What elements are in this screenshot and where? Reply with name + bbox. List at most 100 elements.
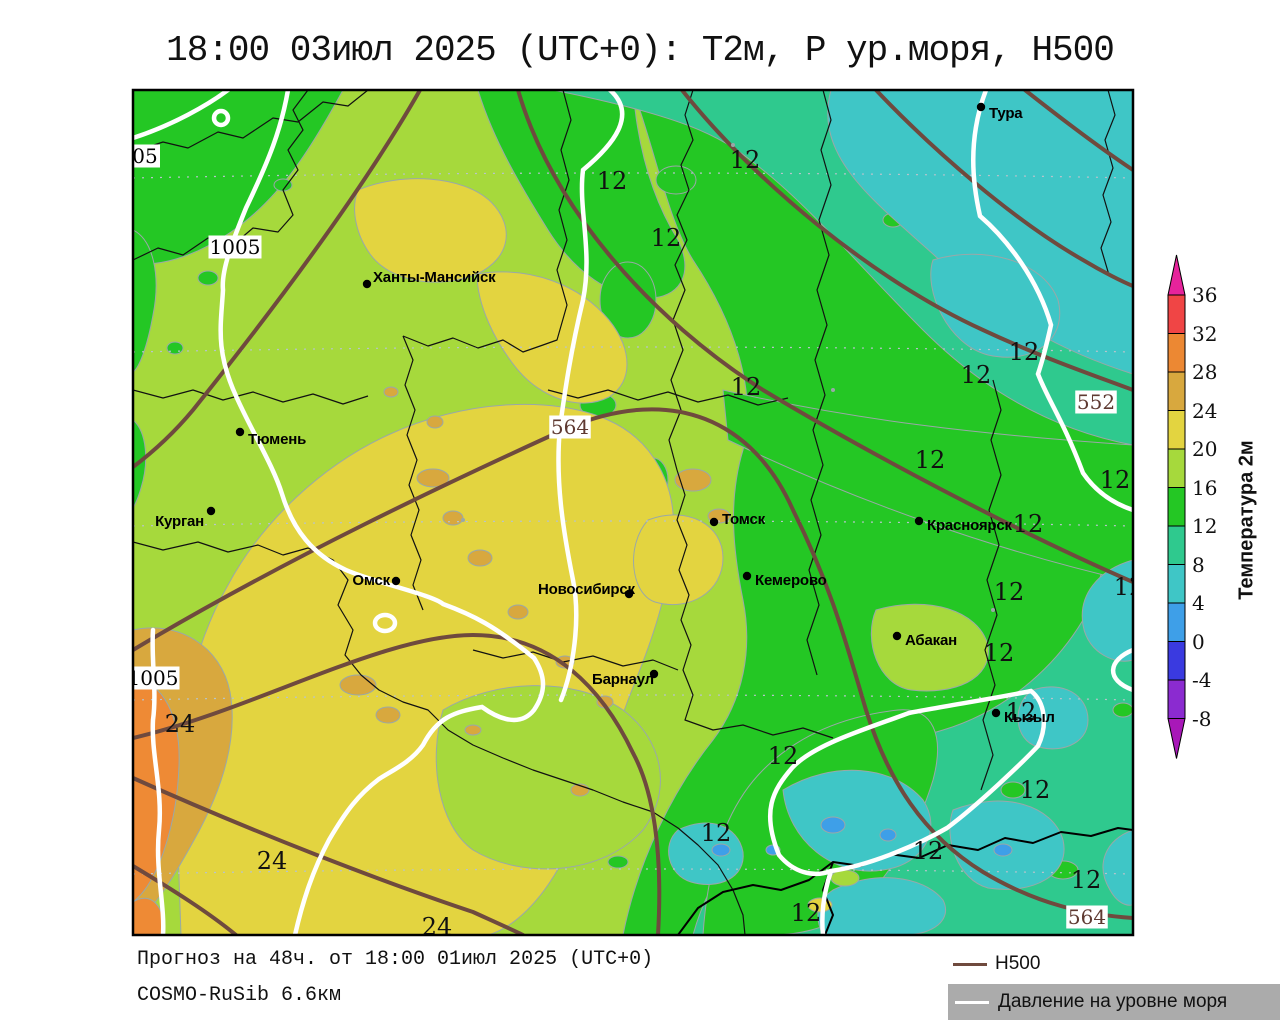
isotherm-label-12: 12 [1013,510,1044,538]
colorbar-segment [1167,525,1186,565]
colorbar-arrow-bottom [1167,718,1186,759]
isotherm-label-24: 24 [257,847,288,875]
colorbar-tick-8: 8 [1192,552,1205,577]
pressure-contour-label: 05 [132,144,157,168]
h500-contour-label: 564 [1068,905,1106,929]
city-dot-Ханты-Мансийск [362,279,372,289]
city-dot-Абакан [892,631,902,641]
isotherm-label-12: 12 [768,742,799,770]
city-label-Курган: Курган [155,513,204,530]
contour-label-layer: 05 1005 1005 564 552 564 12 12 12 12 12 12 12 12 12 12 1… [128,144,1145,935]
city-dot-Тура [976,102,986,112]
colorbar-segment [1167,487,1186,527]
isotherm-label-12: 12 [915,446,946,474]
isotherm-label-12: 12 [730,146,761,174]
city-label-Тюмень: Тюмень [248,431,306,448]
admin-borders [133,90,1116,935]
isotherm-label-12: 12 [731,373,762,401]
colorbar-tick-28: 28 [1192,360,1218,384]
colorbar-tick-20: 20 [1192,437,1218,461]
map-frame [131,88,1135,937]
colorbar-tick-16: 16 [1192,475,1218,500]
colorbar-segment [1167,410,1186,450]
isotherm-label-12: 12 [1006,698,1037,726]
isotherm-label-12: 12 [1071,866,1102,894]
pressure-contour-label: 1005 [128,666,179,690]
city-dot-Курган [206,506,216,516]
temperature-colorbar [1164,252,1274,769]
isotherm-label-12: 12 [597,167,628,195]
colorbar-tick--8: -8 [1192,706,1212,731]
h500-contour-label-box [1075,390,1117,414]
isotherm-label-12: 12 [994,578,1025,606]
city-label-Новосибирск: Новосибирск [538,581,636,598]
h500-label: H500 [995,953,1041,974]
map-specks [461,143,995,612]
colorbar-segment [1167,448,1186,488]
legend-h500: H500 [953,953,1040,975]
isotherm-label-12: 12 [984,639,1015,667]
city-label-Томск: Томск [722,511,766,528]
isotherm-label-12: 12 [1020,776,1051,804]
isotherm-label-12: 12 [1114,573,1145,601]
model-info: COSMO-RuSib 6.6км [137,984,342,1007]
colorbar-tick-32: 32 [1192,321,1218,346]
colorbar-tick--4: -4 [1192,668,1212,692]
colorbar-tick-24: 24 [1192,398,1218,423]
city-label-Тура: Тура [989,105,1023,122]
colorbar-tick-0: 0 [1192,629,1205,654]
pressure-contour-label-box [133,144,160,168]
h500-contour-label: 564 [551,415,589,439]
pressure-contour-label-box [208,235,262,259]
city-label-Кызыл: Кызыл [1004,709,1055,726]
city-label-Кемерово: Кемерово [755,572,827,589]
colorbar-segment [1167,679,1186,719]
colorbar-tick-4: 4 [1192,591,1205,615]
city-dot-Новосибирск [624,589,634,599]
city-dot-Барнаул [649,669,659,679]
isotherm-label-12: 12 [651,224,682,252]
map-title: 18:00 03июл 2025 (UTC+0): Т2м, P ур.моря… [166,30,1115,71]
h500-contour-label-box [1066,905,1108,929]
h500-contour-lines [133,90,1133,935]
isotherm-label-12: 12 [1009,338,1040,366]
graticule [133,172,1133,875]
colorbar-segment [1167,333,1186,373]
city-layer: Тура Ханты-Мансийск Тюмень Курган Омск Новоси… [155,102,1055,726]
isotherm-label-12: 12 [1100,466,1131,494]
h500-line-sample [953,962,987,966]
isotherm-label-12: 12 [701,819,732,847]
colorbar-segment [1167,641,1186,681]
city-dot-Красноярск [914,516,924,526]
city-dot-Омск [391,576,401,586]
city-label-Абакан: Абакан [905,632,957,649]
h500-contour-label: 552 [1077,390,1115,414]
isotherm-label-12: 12 [961,361,992,389]
forecast-info: Прогноз на 48ч. от 18:00 01июл 2025 (UTC… [137,948,654,971]
colorbar-segment [1167,564,1186,604]
pressure-line-sample [955,1000,989,1004]
colorbar-scale [1167,254,1186,759]
isotherm-label-12: 12 [913,837,944,865]
city-dot-Томск [709,517,719,527]
isotherm-label-12: 12 [791,899,822,927]
city-label-Барнаул: Барнаул [592,671,654,688]
pressure-contour-label-box [133,666,180,690]
city-label-Омск: Омск [352,572,390,589]
pressure-contour-lines [133,90,1133,935]
city-label-Ханты-Мансийск: Ханты-Мансийск [373,269,496,286]
h500-contour-label-box [549,415,591,439]
city-dot-Кемерово [742,571,752,581]
colorbar-title: Температура 2м [1235,440,1258,600]
temp-region-0-4 [711,816,1013,857]
city-dot-Кызыл [991,708,1001,718]
colorbar-segment [1167,602,1186,642]
pressure-label: Давление на уровне моря [998,991,1228,1012]
colorbar-arrow-top [1167,254,1186,296]
city-label-Красноярск: Красноярск [927,517,1012,534]
city-dot-Тюмень [235,427,245,437]
pressure-contour-label: 1005 [210,235,261,259]
